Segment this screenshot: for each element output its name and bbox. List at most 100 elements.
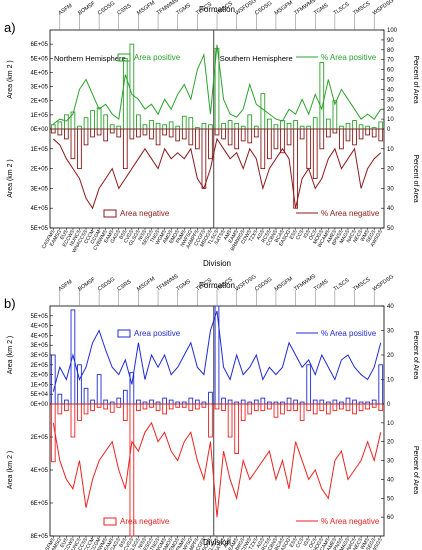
- division-tick-label: AMS: [223, 228, 234, 241]
- y-tick-label: 6E+05: [30, 42, 48, 48]
- y-tick-label: 5E+05: [30, 56, 48, 62]
- division-tick-label: AGS: [256, 228, 267, 241]
- bar-area-negative: [260, 403, 266, 412]
- bar-area-positive: [286, 122, 292, 130]
- panel-b: b) Formation Division Area (km 2 ) Area (km …: [4, 273, 419, 550]
- bar-area-negative: [109, 403, 115, 413]
- bar-area-negative: [103, 128, 109, 142]
- y2-tick-label: 40: [387, 304, 394, 310]
- bar-area-negative: [352, 128, 357, 146]
- bar-area-negative: [273, 128, 279, 150]
- bar-area-positive: [64, 114, 69, 130]
- y2-tick-label: 0: [387, 402, 391, 408]
- formation-tick-label: BOMSF: [77, 276, 97, 292]
- y-tick-label: 3E+05: [30, 343, 48, 349]
- legend-swatch-area-negative: [103, 209, 117, 218]
- y2-tick-label: 30: [387, 186, 394, 192]
- bar-area-negative: [319, 128, 325, 150]
- bar-area-positive: [221, 122, 226, 130]
- bar-area-negative: [260, 128, 266, 170]
- y2-tick-label: 20: [387, 440, 394, 446]
- bar-area-positive: [352, 399, 357, 405]
- bar-area-positive: [116, 397, 122, 405]
- formation-tick-label: TLSCS: [333, 1, 351, 16]
- bar-area-negative: [267, 403, 272, 410]
- bar-area-negative: [195, 403, 200, 410]
- bar-area-positive: [57, 393, 63, 405]
- bar-area-positive: [83, 387, 89, 405]
- bar-area-negative: [195, 128, 200, 150]
- division-tick-label: OCS: [308, 228, 319, 241]
- bar-area-negative: [188, 403, 194, 412]
- bar-area-negative: [306, 403, 312, 412]
- bar-area-positive: [293, 399, 298, 405]
- bar-area-negative: [371, 128, 377, 138]
- formation-tick-label: ASFM: [58, 3, 74, 17]
- bar-area-positive: [195, 399, 200, 405]
- bar-area-positive: [77, 364, 82, 405]
- legend-area-negative: Area negative: [120, 517, 170, 526]
- bar-area-positive: [96, 374, 102, 405]
- y2-tick-label: 30: [387, 329, 394, 335]
- bar-area-positive: [378, 121, 384, 130]
- line-percent-area-positive: [52, 310, 382, 392]
- bar-area-positive: [188, 397, 194, 405]
- division-tick-label: TZXS: [248, 228, 260, 243]
- bar-area-negative: [122, 128, 128, 170]
- division-tick-label: NISS: [137, 228, 148, 242]
- formation-tick-label: TGMS: [175, 2, 192, 16]
- bar-area-positive: [319, 62, 325, 130]
- division-tick-label: ESS: [289, 536, 300, 548]
- bar-area-positive: [240, 399, 246, 405]
- bar-area-positive: [136, 399, 141, 405]
- y2-tick-label: 60: [387, 68, 394, 74]
- bar-area-negative: [64, 128, 69, 140]
- y-tick-label: 4E+05: [30, 468, 48, 474]
- bar-area-positive: [312, 399, 318, 405]
- panel-label: a): [4, 20, 16, 35]
- line-percent-area-negative: [52, 137, 382, 210]
- bar-area-positive: [345, 397, 351, 405]
- bar-area-negative: [208, 128, 213, 160]
- division-tick-label: OCS: [308, 536, 319, 549]
- bar-area-positive: [64, 399, 69, 405]
- formation-label: Formation: [199, 5, 235, 14]
- bar-area-negative: [90, 403, 95, 412]
- line-percent-area-positive: [52, 44, 382, 125]
- bar-area-positive: [90, 399, 95, 405]
- bar-area-negative: [358, 128, 364, 140]
- legend-percent-area-positive: % Area positive: [321, 53, 377, 62]
- bar-area-negative: [103, 403, 109, 410]
- bar-area-positive: [168, 399, 174, 405]
- y-label-bottom: Area (km 2 ): [7, 451, 14, 490]
- bar-area-negative: [293, 403, 298, 412]
- bar-area-positive: [162, 397, 167, 405]
- bar-area-negative: [70, 128, 76, 160]
- y2-tick-label: 40: [387, 477, 394, 483]
- bar-area-negative: [96, 128, 102, 136]
- y2-tick-label: 10: [387, 147, 394, 153]
- y2-tick-label: 10: [387, 378, 394, 384]
- bar-area-negative: [96, 403, 102, 408]
- bar-area-positive: [352, 120, 357, 130]
- bar-area-negative: [312, 403, 318, 415]
- y2-tick-label: 80: [387, 48, 394, 54]
- bar-area-positive: [50, 354, 56, 405]
- bar-area-positive: [273, 124, 279, 130]
- bar-area-positive: [149, 399, 154, 405]
- y2-tick-label: 50: [387, 496, 394, 502]
- y2-tick-label: 40: [387, 87, 394, 93]
- y2-tick-label: 50: [387, 226, 394, 232]
- bar-area-negative: [345, 128, 351, 142]
- bar-area-negative: [57, 128, 63, 136]
- bar-area-positive: [221, 397, 226, 405]
- bar-area-positive: [286, 397, 292, 405]
- panel-label: b): [4, 296, 16, 311]
- bar-area-positive: [280, 120, 285, 130]
- y-tick-label: 0E+00: [30, 127, 48, 133]
- y-tick-label: 2E+05: [30, 373, 48, 379]
- legend-percent-area-positive: % Area positive: [321, 329, 377, 338]
- legend-swatch-area-negative: [103, 517, 117, 526]
- division-tick-label: EUS: [59, 228, 70, 240]
